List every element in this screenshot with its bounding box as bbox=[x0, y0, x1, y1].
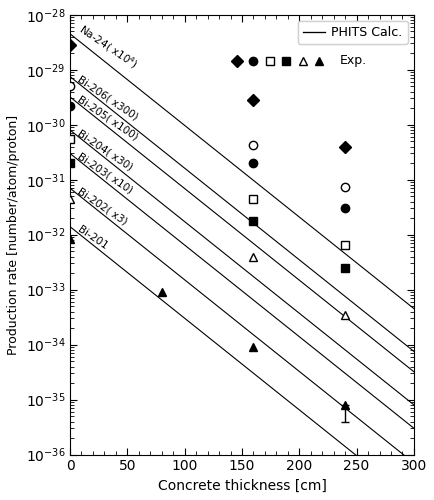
Text: Bi-203( x10): Bi-203( x10) bbox=[76, 152, 135, 196]
Text: Bi-206( x300): Bi-206( x300) bbox=[76, 74, 140, 122]
Text: Bi-205( x100): Bi-205( x100) bbox=[76, 94, 140, 142]
Text: Bi-201: Bi-201 bbox=[76, 224, 109, 251]
Text: Bi-202( x3): Bi-202( x3) bbox=[76, 186, 129, 226]
Text: Bi-204( x30): Bi-204( x30) bbox=[76, 128, 135, 172]
Text: Na-24( x10$^4$): Na-24( x10$^4$) bbox=[76, 22, 140, 72]
Y-axis label: Production rate [number/atom/proton]: Production rate [number/atom/proton] bbox=[7, 114, 20, 355]
Legend: PHITS Calc.: PHITS Calc. bbox=[298, 21, 408, 44]
Text: Exp.: Exp. bbox=[339, 54, 366, 68]
X-axis label: Concrete thickness [cm]: Concrete thickness [cm] bbox=[158, 479, 326, 493]
